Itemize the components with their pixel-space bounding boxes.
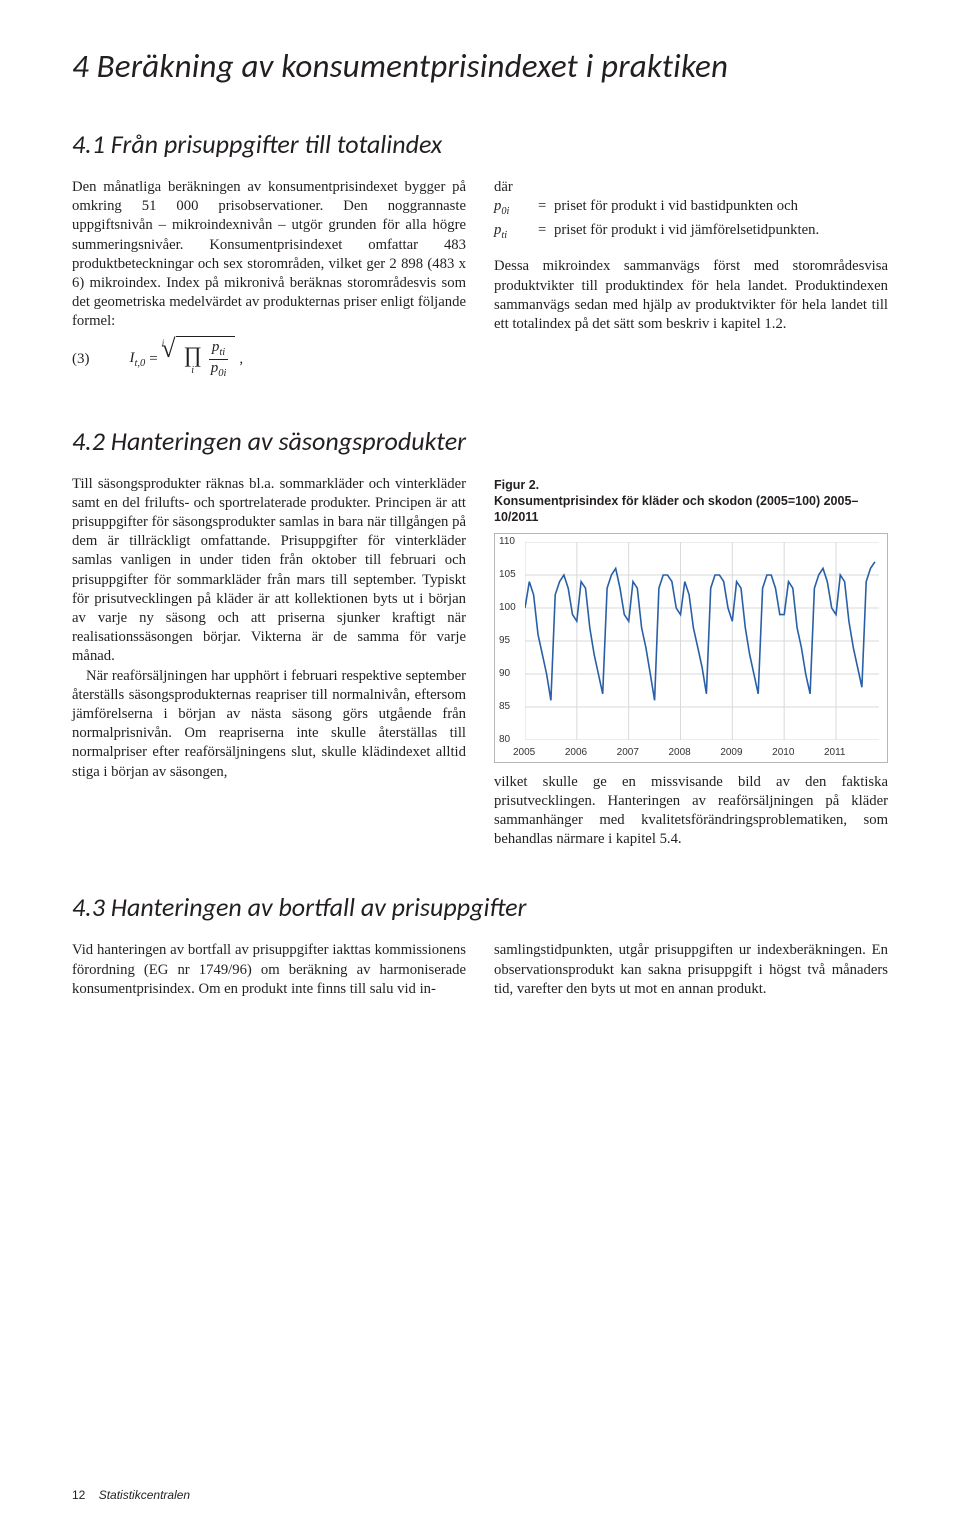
figure-2-chart: 8085909510010511020052006200720082009201…: [494, 533, 888, 763]
page-number: 12: [72, 1488, 85, 1502]
section-4-3-title: 4.3 Hanteringen av bortfall av prisuppgi…: [72, 891, 888, 923]
s43-left-p1: Vid hanteringen av bortfall av prisuppgi…: [72, 941, 466, 999]
section-4-3-columns: Vid hanteringen av bortfall av prisuppgi…: [72, 941, 888, 999]
s41-right-para: Dessa mikroindex sammanvägs först med st…: [494, 257, 888, 334]
where-block: där p0i = priset för produkt i vid basti…: [494, 178, 888, 245]
s43-right-p1: samlingstidpunkten, utgår prisuppgiften …: [494, 941, 888, 999]
page-footer: 12 Statistikcentralen: [72, 1488, 190, 1502]
section-4-2-columns: Till säsongsprodukter räknas bl.a. somma…: [72, 475, 888, 850]
s42-right-p1: vilket skulle ge en missvisande bild av …: [494, 773, 888, 850]
where-intro: där: [494, 178, 888, 197]
figure-2-caption: Figur 2. Konsumentprisindex för kläder o…: [494, 477, 888, 525]
section-4-2-title: 4.2 Hanteringen av säsongsprodukter: [72, 425, 888, 457]
chapter-title: 4 Beräkning av konsumentprisindexet i pr…: [72, 46, 888, 86]
where-row-1: p0i = priset för produkt i vid bastidpun…: [494, 197, 888, 221]
section-4-1-columns: Den månatliga beräkningen av konsumentpr…: [72, 178, 888, 383]
where-row-2: pti = priset för produkt i vid jämförels…: [494, 221, 888, 245]
s42-left-p2: När reaförsäljningen har upphört i febru…: [72, 667, 466, 782]
formula-3: (3) It,0 = i √ ∏ i pti: [72, 336, 466, 383]
section-4-1-title: 4.1 Från prisuppgifter till totalindex: [72, 128, 888, 160]
formula-number: (3): [72, 351, 90, 368]
footer-source: Statistikcentralen: [99, 1488, 190, 1502]
s42-left-p1: Till säsongsprodukter räknas bl.a. somma…: [72, 475, 466, 667]
s41-para-1: Den månatliga beräkningen av konsumentpr…: [72, 178, 466, 332]
